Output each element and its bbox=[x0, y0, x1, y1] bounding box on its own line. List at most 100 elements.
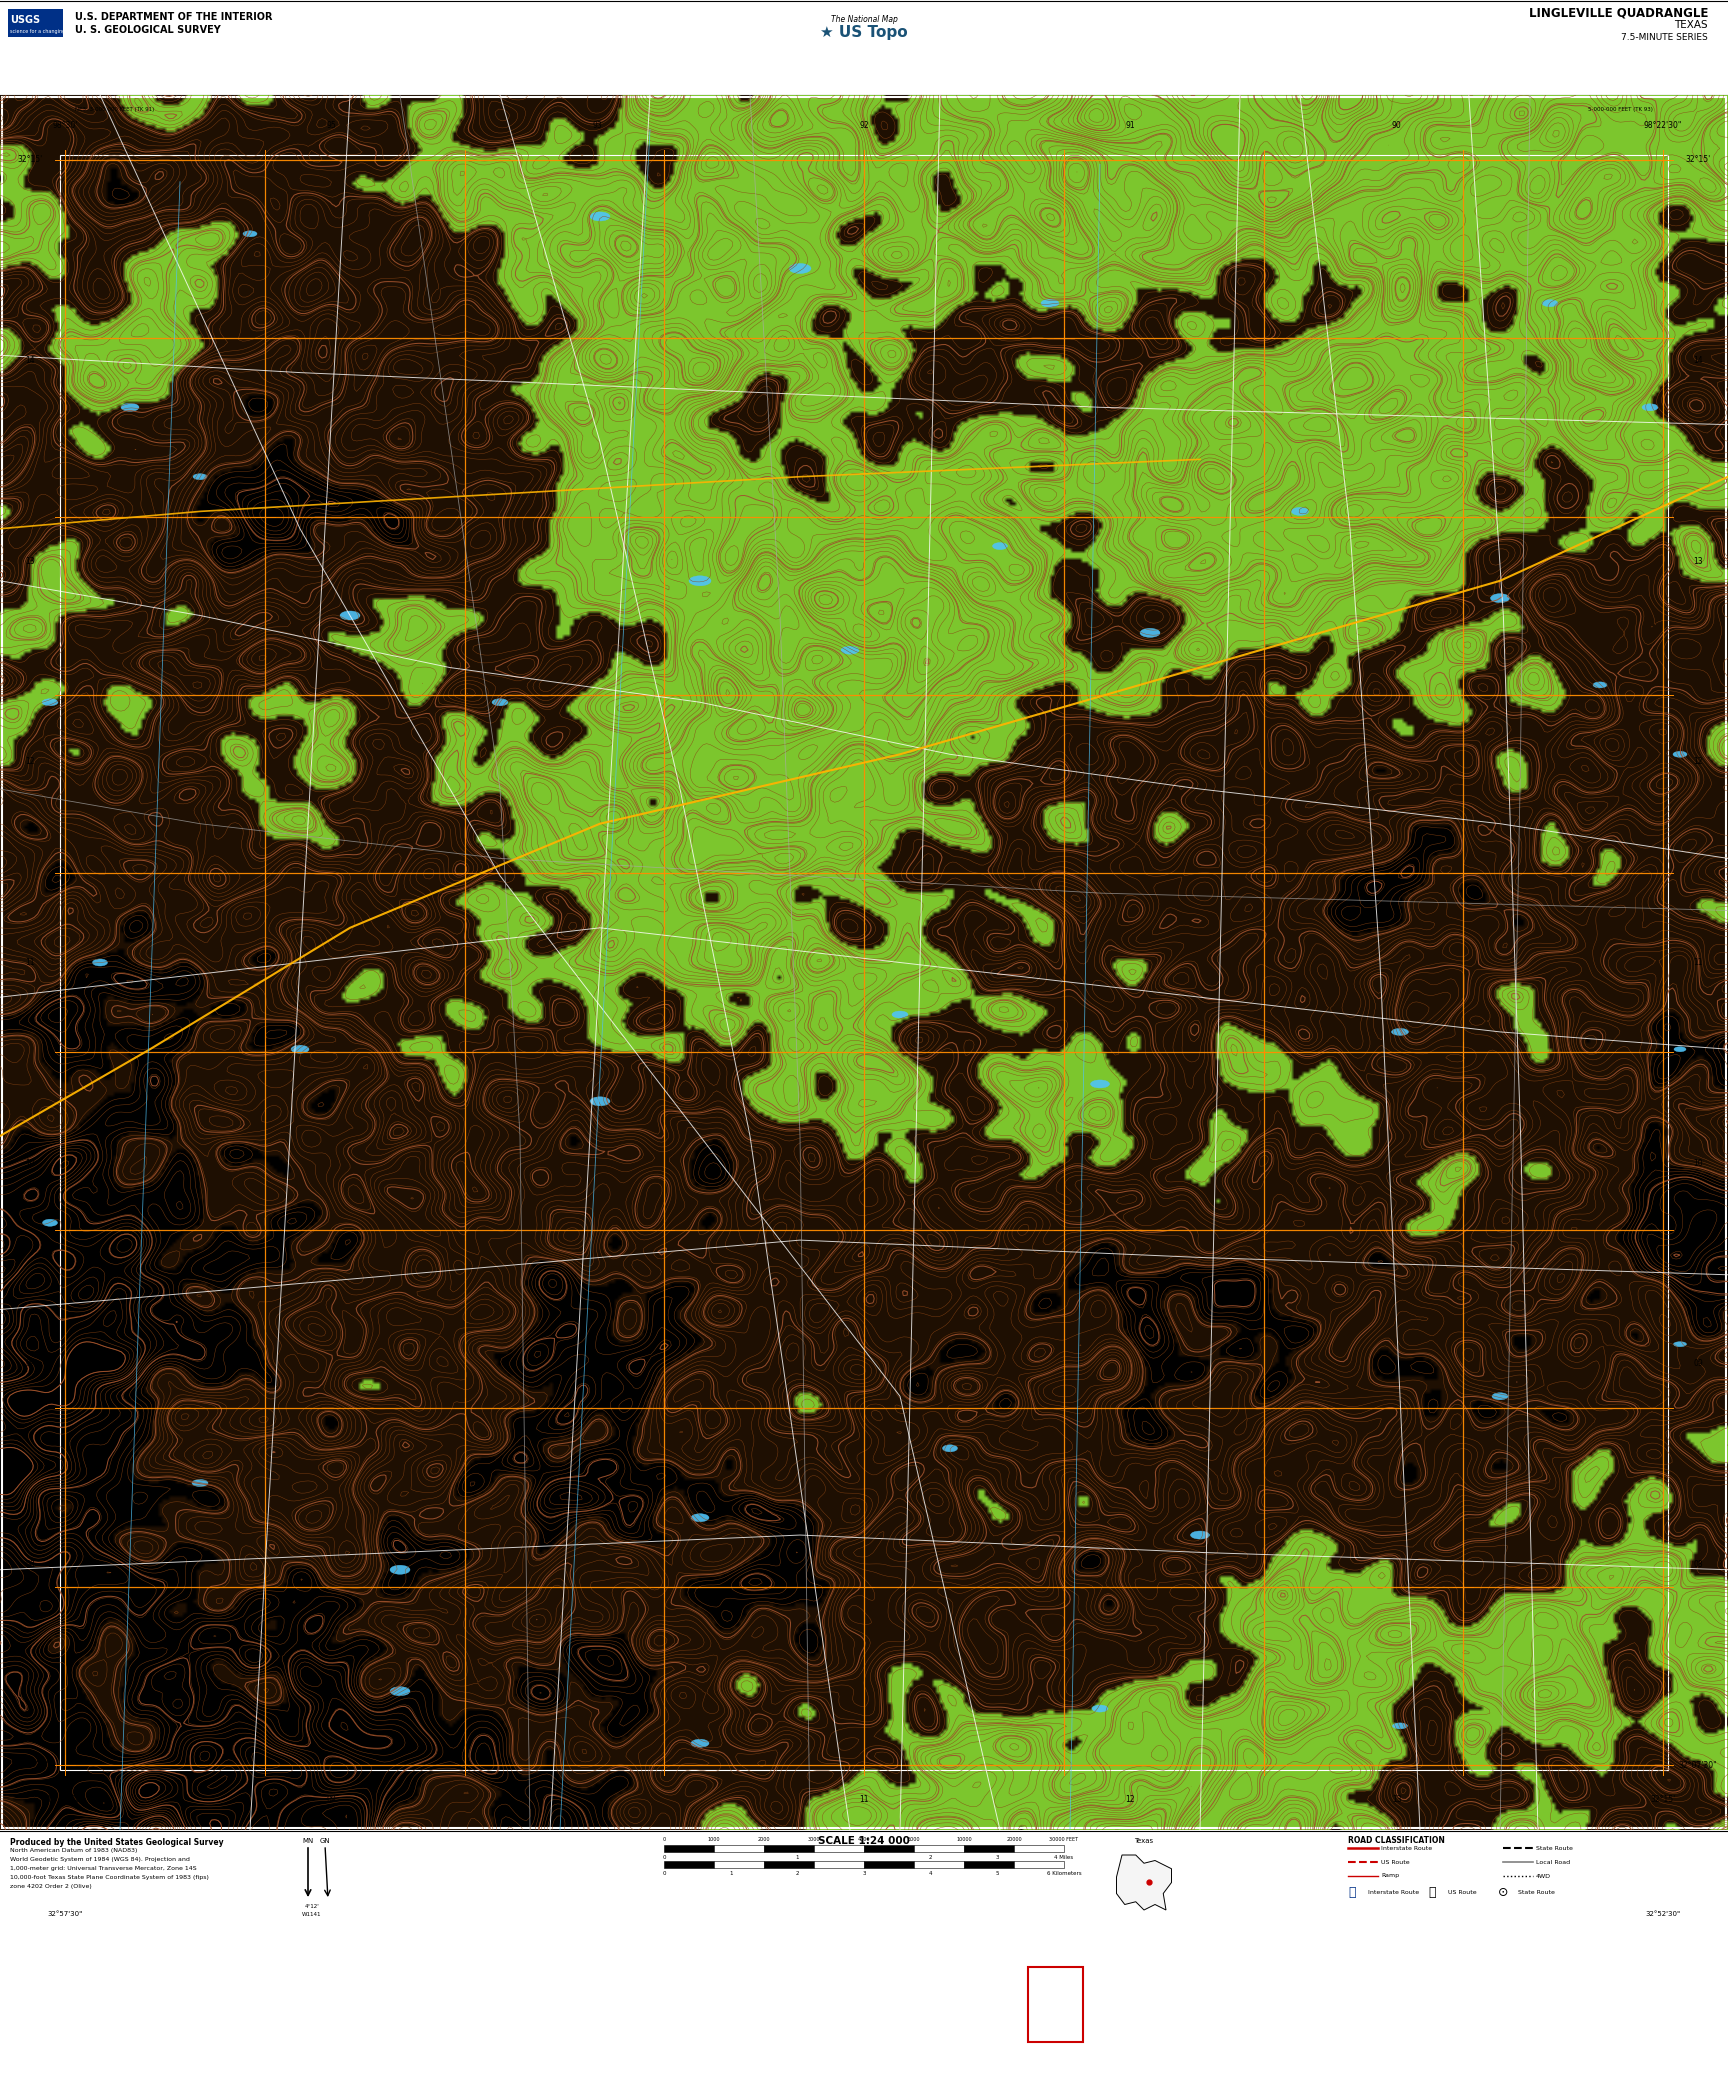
Text: 92: 92 bbox=[859, 121, 869, 129]
Text: SCALE 1:24 000: SCALE 1:24 000 bbox=[817, 1835, 911, 1846]
Text: 12: 12 bbox=[1125, 1796, 1135, 1804]
Ellipse shape bbox=[1673, 752, 1687, 758]
Text: 08: 08 bbox=[1693, 1560, 1702, 1568]
Text: 09: 09 bbox=[26, 1359, 35, 1368]
Ellipse shape bbox=[194, 474, 207, 480]
Ellipse shape bbox=[1393, 1723, 1408, 1729]
Text: 32°15': 32°15' bbox=[1650, 1796, 1676, 1804]
Text: World Geodetic System of 1984 (WGS 84). Projection and: World Geodetic System of 1984 (WGS 84). … bbox=[10, 1856, 190, 1862]
Text: 2000: 2000 bbox=[759, 1837, 771, 1842]
Text: 98°30': 98°30' bbox=[52, 121, 78, 129]
Text: Local Road: Local Road bbox=[1536, 1860, 1571, 1865]
Text: 1000: 1000 bbox=[708, 1837, 721, 1842]
Text: 10,000-foot Texas State Plane Coordinate System of 1983 (fips): 10,000-foot Texas State Plane Coordinate… bbox=[10, 1875, 209, 1879]
Ellipse shape bbox=[121, 403, 138, 411]
Text: 91: 91 bbox=[1125, 121, 1135, 129]
Text: 5: 5 bbox=[995, 1871, 999, 1875]
Text: 7.5-MINUTE SERIES: 7.5-MINUTE SERIES bbox=[1621, 33, 1707, 42]
Text: 6 Kilometers: 6 Kilometers bbox=[1047, 1871, 1082, 1875]
Bar bbox=[764, 1846, 814, 1852]
Text: 13: 13 bbox=[26, 557, 35, 566]
Ellipse shape bbox=[1090, 1079, 1109, 1088]
Ellipse shape bbox=[1040, 299, 1059, 307]
Text: North American Datum of 1983 (NAD83): North American Datum of 1983 (NAD83) bbox=[10, 1848, 137, 1852]
Ellipse shape bbox=[1391, 1029, 1408, 1036]
Text: 4WD: 4WD bbox=[1536, 1873, 1552, 1879]
Ellipse shape bbox=[391, 1566, 410, 1574]
Ellipse shape bbox=[41, 699, 59, 706]
Ellipse shape bbox=[842, 645, 859, 654]
Ellipse shape bbox=[1674, 1046, 1687, 1052]
Text: Interstate Route: Interstate Route bbox=[1369, 1890, 1419, 1894]
Text: 14: 14 bbox=[1693, 357, 1702, 365]
Ellipse shape bbox=[1191, 1531, 1210, 1539]
Text: 11: 11 bbox=[1693, 958, 1702, 967]
Text: 32°15': 32°15' bbox=[17, 155, 43, 165]
Text: 3: 3 bbox=[862, 1871, 866, 1875]
Bar bbox=[914, 1860, 964, 1869]
Text: 2: 2 bbox=[930, 1854, 933, 1860]
Text: US Route: US Route bbox=[1448, 1890, 1477, 1894]
Text: GN: GN bbox=[320, 1837, 330, 1844]
Text: 98°22'30": 98°22'30" bbox=[1643, 121, 1681, 129]
Text: 14: 14 bbox=[26, 357, 35, 365]
Ellipse shape bbox=[492, 699, 508, 706]
Text: science for a changing world: science for a changing world bbox=[10, 29, 81, 35]
Text: LINGLEVILLE QUADRANGLE: LINGLEVILLE QUADRANGLE bbox=[1529, 6, 1707, 19]
Bar bbox=[964, 1846, 1014, 1852]
Text: 10: 10 bbox=[26, 1159, 35, 1167]
Text: 32°52'30": 32°52'30" bbox=[1645, 1911, 1681, 1917]
Text: Texas: Texas bbox=[1135, 1837, 1154, 1844]
Text: 4°12': 4°12' bbox=[304, 1904, 320, 1908]
Ellipse shape bbox=[1642, 403, 1657, 411]
Text: US Route: US Route bbox=[1381, 1860, 1410, 1865]
Bar bbox=[664, 1846, 714, 1852]
Ellipse shape bbox=[691, 1739, 708, 1748]
Bar bbox=[1028, 1967, 1083, 2042]
Text: State Route: State Route bbox=[1517, 1890, 1555, 1894]
Text: NE3: 3-000 000 FEET (TK 91): NE3: 3-000 000 FEET (TK 91) bbox=[74, 106, 154, 113]
Text: 1: 1 bbox=[795, 1854, 798, 1860]
Ellipse shape bbox=[391, 1687, 410, 1695]
Text: 0: 0 bbox=[662, 1854, 665, 1860]
Ellipse shape bbox=[43, 1219, 57, 1226]
Ellipse shape bbox=[1140, 628, 1159, 637]
Ellipse shape bbox=[1673, 1343, 1687, 1347]
Bar bbox=[814, 1846, 864, 1852]
Text: 5-000-000 FEET (TK 93): 5-000-000 FEET (TK 93) bbox=[1588, 106, 1654, 113]
Bar bbox=[864, 1846, 914, 1852]
Text: 93: 93 bbox=[593, 121, 603, 129]
Text: 11: 11 bbox=[859, 1796, 869, 1804]
Ellipse shape bbox=[1491, 593, 1510, 603]
Bar bbox=[764, 1860, 814, 1869]
Text: 2: 2 bbox=[795, 1871, 798, 1875]
Text: U. S. GEOLOGICAL SURVEY: U. S. GEOLOGICAL SURVEY bbox=[74, 25, 221, 35]
Text: 32°07'30": 32°07'30" bbox=[10, 1760, 50, 1769]
Bar bbox=[914, 1846, 964, 1852]
Text: 5000: 5000 bbox=[907, 1837, 921, 1842]
Text: 95: 95 bbox=[327, 121, 337, 129]
Text: 3: 3 bbox=[995, 1854, 999, 1860]
Text: State Route: State Route bbox=[1536, 1846, 1572, 1850]
Ellipse shape bbox=[892, 1011, 907, 1019]
Ellipse shape bbox=[942, 1445, 957, 1451]
Bar bbox=[964, 1860, 1014, 1869]
Text: MN: MN bbox=[302, 1837, 313, 1844]
Text: 12: 12 bbox=[1693, 758, 1702, 766]
Text: ROAD CLASSIFICATION: ROAD CLASSIFICATION bbox=[1348, 1835, 1445, 1846]
Text: 13: 13 bbox=[1693, 557, 1702, 566]
Ellipse shape bbox=[1092, 1706, 1108, 1712]
Ellipse shape bbox=[790, 263, 810, 274]
Text: 32°07'30": 32°07'30" bbox=[45, 1796, 85, 1804]
Text: 90: 90 bbox=[1391, 121, 1401, 129]
Text: W1141: W1141 bbox=[302, 1911, 321, 1917]
Ellipse shape bbox=[589, 1096, 610, 1107]
Text: TEXAS: TEXAS bbox=[1674, 21, 1707, 29]
Bar bbox=[664, 1860, 714, 1869]
Ellipse shape bbox=[1291, 507, 1308, 516]
Ellipse shape bbox=[244, 232, 257, 236]
Text: 4: 4 bbox=[930, 1871, 933, 1875]
Ellipse shape bbox=[1541, 301, 1559, 307]
Bar bbox=[814, 1860, 864, 1869]
Ellipse shape bbox=[589, 213, 610, 221]
